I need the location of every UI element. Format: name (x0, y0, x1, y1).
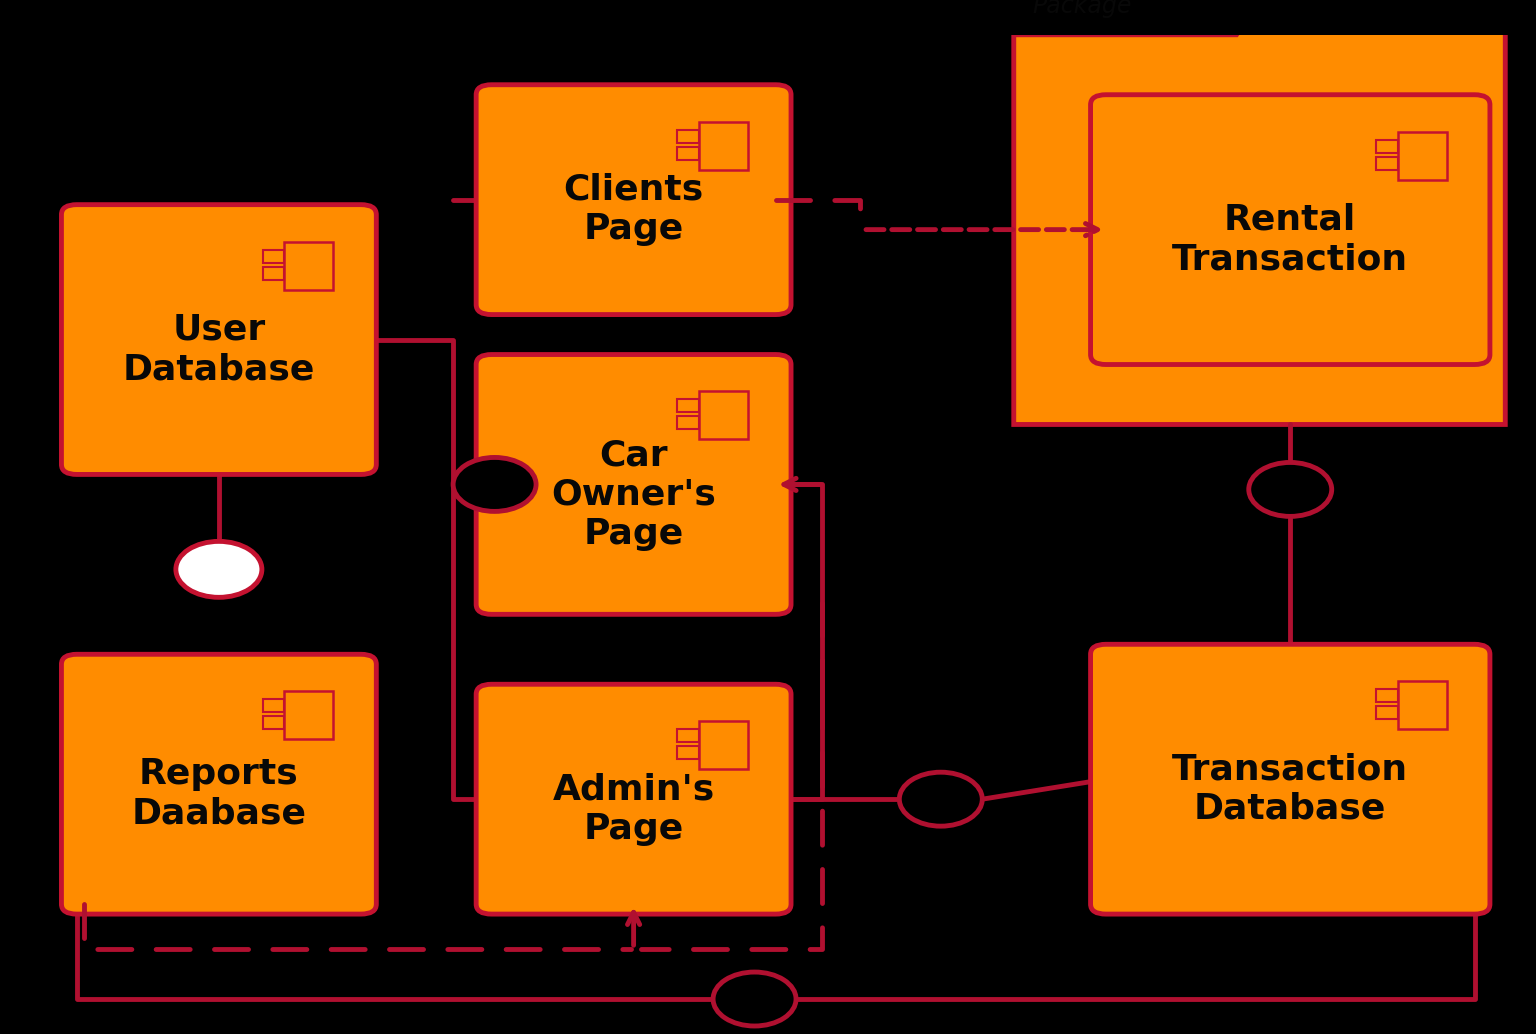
FancyBboxPatch shape (61, 205, 376, 475)
FancyBboxPatch shape (1376, 706, 1398, 720)
Text: Transaction
Database: Transaction Database (1172, 753, 1409, 826)
Circle shape (900, 772, 983, 826)
FancyBboxPatch shape (476, 355, 791, 614)
FancyBboxPatch shape (677, 147, 699, 159)
FancyBboxPatch shape (1091, 644, 1490, 914)
FancyBboxPatch shape (699, 722, 748, 769)
FancyBboxPatch shape (263, 699, 284, 712)
FancyBboxPatch shape (1398, 681, 1447, 729)
Polygon shape (1014, 0, 1505, 425)
Text: Reports
Daabase: Reports Daabase (132, 758, 306, 831)
FancyBboxPatch shape (476, 685, 791, 914)
FancyBboxPatch shape (677, 417, 699, 429)
FancyBboxPatch shape (699, 392, 748, 439)
FancyBboxPatch shape (1376, 140, 1398, 153)
FancyBboxPatch shape (1376, 690, 1398, 702)
FancyBboxPatch shape (284, 242, 333, 290)
Circle shape (713, 972, 796, 1026)
FancyBboxPatch shape (677, 729, 699, 742)
FancyBboxPatch shape (263, 249, 284, 263)
Text: Rental
Transaction: Rental Transaction (1172, 203, 1409, 276)
FancyBboxPatch shape (1091, 95, 1490, 365)
Text: Clients
Page: Clients Page (564, 173, 703, 246)
FancyBboxPatch shape (284, 692, 333, 739)
FancyBboxPatch shape (699, 122, 748, 170)
FancyBboxPatch shape (263, 267, 284, 279)
Text: User
Database: User Database (123, 313, 315, 387)
Circle shape (175, 542, 261, 598)
Text: Admin's
Page: Admin's Page (553, 772, 714, 846)
FancyBboxPatch shape (263, 717, 284, 729)
Circle shape (1249, 462, 1332, 516)
FancyBboxPatch shape (677, 129, 699, 143)
Text: Package: Package (1032, 0, 1132, 19)
FancyBboxPatch shape (61, 655, 376, 914)
Text: Car
Owner's
Page: Car Owner's Page (551, 438, 716, 551)
FancyBboxPatch shape (476, 85, 791, 314)
FancyBboxPatch shape (677, 399, 699, 413)
Circle shape (453, 457, 536, 512)
FancyBboxPatch shape (1376, 157, 1398, 170)
FancyBboxPatch shape (677, 747, 699, 759)
FancyBboxPatch shape (1398, 131, 1447, 180)
